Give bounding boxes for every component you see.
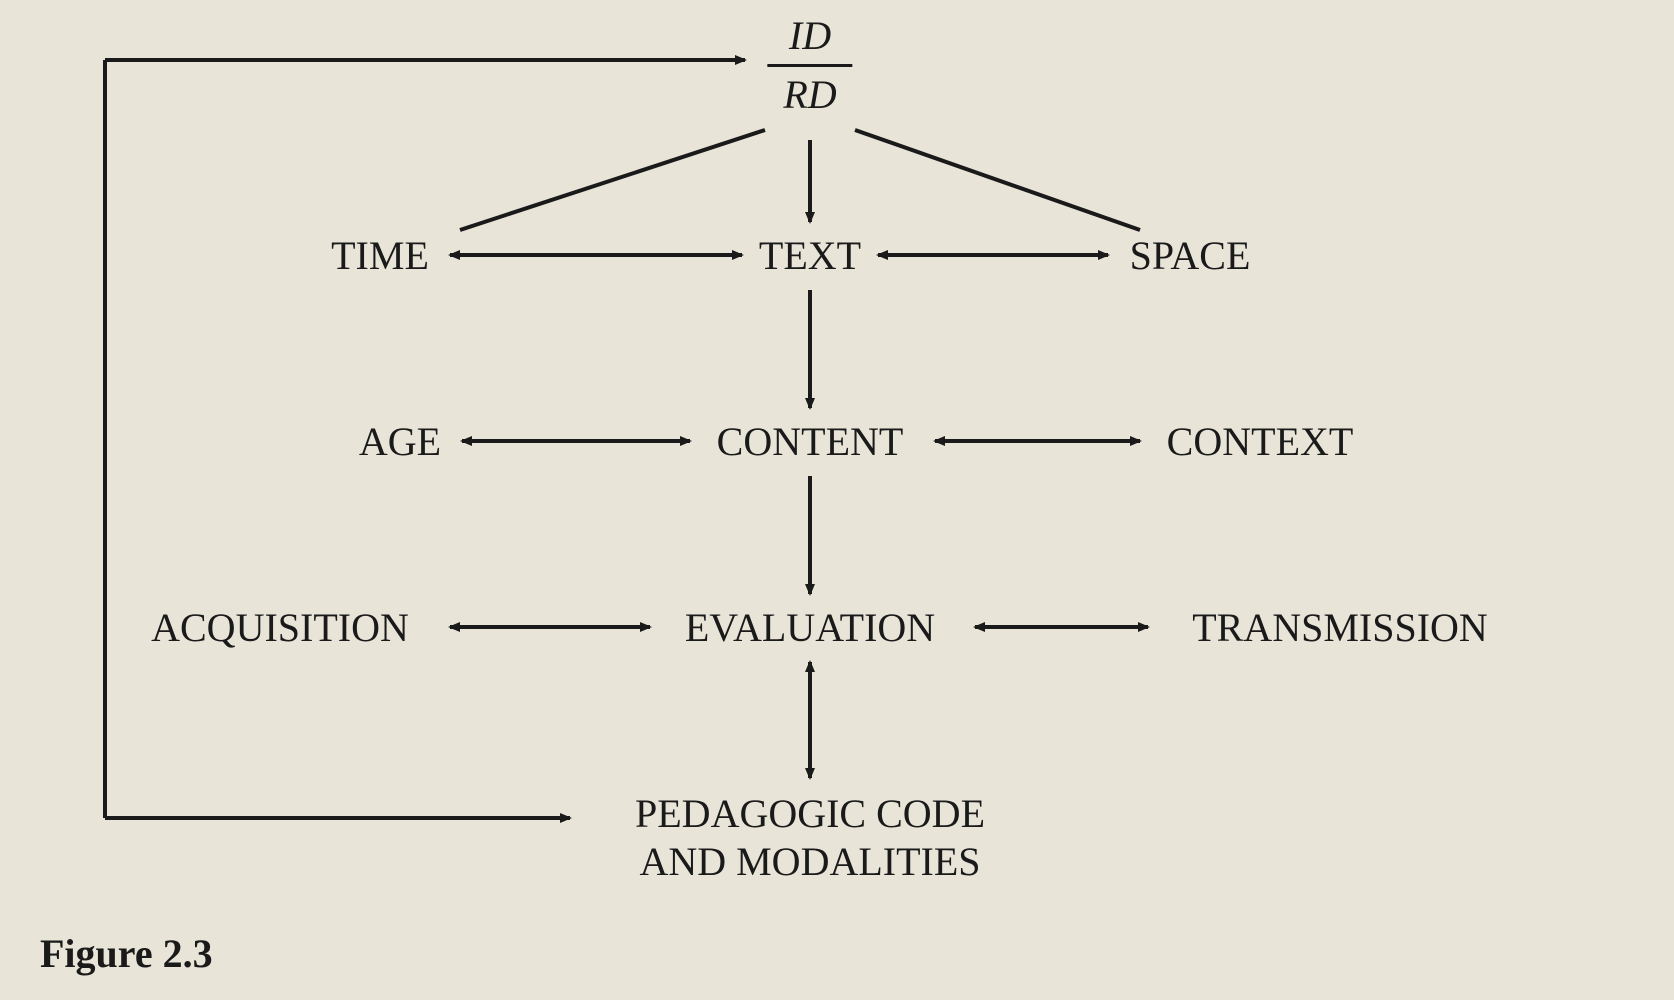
pedagogic-line1: PEDAGOGIC CODE bbox=[635, 791, 985, 836]
pedagogic-line2: AND MODALITIES bbox=[639, 839, 980, 884]
node-space: SPACE bbox=[1130, 232, 1251, 280]
node-context: CONTEXT bbox=[1167, 418, 1354, 466]
idrd-numerator: ID bbox=[767, 12, 852, 67]
node-time: TIME bbox=[331, 232, 429, 280]
figure-caption: Figure 2.3 bbox=[40, 930, 213, 977]
node-age: AGE bbox=[359, 418, 441, 466]
edge-idrd_to_time bbox=[460, 130, 765, 230]
node-content: CONTENT bbox=[717, 418, 904, 466]
node-acquisition: ACQUISITION bbox=[151, 604, 409, 652]
node-pedagogic: PEDAGOGIC CODE AND MODALITIES bbox=[560, 790, 1060, 886]
edge-idrd_to_space bbox=[855, 130, 1140, 230]
node-evaluation: EVALUATION bbox=[685, 604, 935, 652]
idrd-denominator: RD bbox=[767, 67, 852, 119]
node-text: TEXT bbox=[759, 232, 861, 280]
node-transmission: TRANSMISSION bbox=[1192, 604, 1488, 652]
node-idrd: ID RD bbox=[767, 12, 852, 119]
